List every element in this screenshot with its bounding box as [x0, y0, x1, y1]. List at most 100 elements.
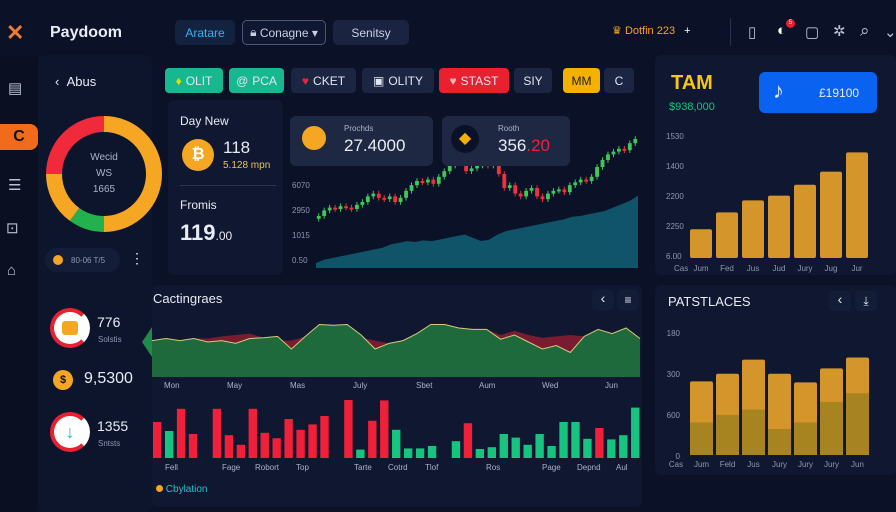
home-icon[interactable]: ⌂ [7, 262, 17, 279]
volume-bar [224, 435, 234, 458]
candle [507, 185, 512, 188]
chip-olity[interactable]: ▣ OLITY [362, 68, 434, 93]
panel-title: Cactingraes [153, 291, 223, 306]
tooltip-value: £19100 [819, 86, 860, 100]
volume-bar [212, 408, 222, 458]
search-icon[interactable]: ⌕ [860, 21, 870, 40]
candle [464, 162, 468, 172]
volume-bar [320, 416, 329, 458]
bar-lower [690, 422, 713, 455]
x-tick: Jud [773, 264, 786, 273]
volume-bar [535, 434, 544, 458]
notification-icon[interactable]: ◐ 5 [777, 19, 795, 39]
menu-icon[interactable]: ≡ [617, 290, 639, 310]
x-tick: Jury [772, 460, 787, 469]
lock-icon: 🔒︎ [250, 25, 257, 39]
bar-lower [742, 409, 765, 455]
volume-bar [619, 435, 628, 458]
candle [475, 165, 479, 169]
volume-bar [403, 448, 413, 458]
y-tick: 300 [667, 370, 681, 379]
token-icon [302, 126, 326, 150]
candle [524, 190, 529, 197]
volume-bar [164, 431, 174, 458]
donut-sub: 1665 [92, 184, 116, 195]
candle [546, 193, 550, 200]
candle [398, 197, 403, 202]
candle [442, 171, 447, 177]
x-tick: Jury [824, 460, 839, 469]
folder-icon[interactable]: ▢ [805, 24, 820, 41]
coin-icon[interactable]: C [0, 124, 38, 150]
candle [600, 160, 605, 167]
gear-icon[interactable]: ✲ [833, 23, 846, 40]
chip-cket[interactable]: ♥ CKET [291, 68, 356, 93]
x-tick: Jur [851, 264, 862, 273]
candle [404, 190, 408, 198]
bar-lower [820, 401, 843, 455]
candle [382, 197, 387, 200]
y-tick: 2950 [292, 206, 310, 215]
more-icon[interactable]: ⋮ [130, 250, 144, 266]
nav-button-1[interactable]: Aratare [175, 20, 235, 45]
fronts-label: Fromis [180, 198, 217, 212]
chip-pca[interactable]: @ PCA [229, 68, 284, 93]
donut-chart [46, 116, 162, 232]
wallet-icon[interactable]: ⊡ [6, 220, 19, 237]
bar [768, 195, 790, 258]
price-card: Prochds 27.4000 [290, 116, 433, 166]
bitcoin-icon: ₿ [182, 139, 214, 171]
candle [627, 143, 632, 151]
green-area [152, 324, 640, 377]
nav-dropdown[interactable]: 🔒︎ Conagne ▾ [242, 20, 326, 45]
chip-label: STAST [460, 73, 499, 88]
chip-olit[interactable]: ♦ OLIT [165, 68, 223, 93]
promo-badge[interactable]: ♛ Dotfin 223 + [612, 24, 691, 37]
at-icon: @ [236, 73, 249, 88]
x-tick: Mas [290, 381, 306, 390]
download-icon[interactable]: ⤓ [855, 291, 877, 311]
back-button[interactable]: ‹ [592, 290, 614, 310]
tooltip: ♪ £19100 [759, 72, 877, 113]
x-tick: Tarte [354, 463, 372, 472]
pill-text: 80-06 T/5 [71, 255, 106, 265]
y-tick: 2250 [666, 222, 684, 231]
status-dot [53, 255, 63, 265]
back-button[interactable]: ‹ Abus [55, 74, 96, 89]
layers-icon[interactable]: ☰ [8, 177, 22, 194]
chip-siy[interactable]: SIY [514, 68, 552, 93]
brand-name: Paydoom [50, 24, 123, 41]
stat-item[interactable]: ↓ [50, 412, 90, 452]
music-note-icon: ♪ [773, 78, 784, 103]
card-title: Day New [180, 114, 229, 128]
volume-bar [511, 437, 520, 458]
x-tick: Jus [747, 264, 759, 273]
chip-label: MM [571, 73, 592, 88]
volume-bar [380, 400, 389, 458]
phone-icon[interactable]: ▯ [748, 24, 757, 41]
x-tick: Robort [255, 463, 280, 472]
candle [502, 174, 507, 188]
bar [820, 171, 842, 258]
calculator-icon[interactable]: ▤ [8, 80, 23, 97]
candle [415, 181, 419, 186]
chip-c[interactable]: C [604, 68, 634, 93]
donut-segment [103, 116, 162, 232]
chip-mm[interactable]: MM [563, 68, 600, 93]
back-button[interactable]: ‹ [829, 291, 851, 311]
plus-icon[interactable]: + [684, 25, 691, 37]
candle [633, 139, 638, 144]
stat-item[interactable] [50, 308, 90, 348]
chip-stast[interactable]: ♥ STAST [439, 68, 509, 93]
volume-bar [523, 444, 532, 458]
status-pill[interactable]: 80-06 T/5 [45, 248, 120, 272]
chevron-down-icon[interactable]: ⌄ [884, 24, 896, 41]
x-tick: Cas [669, 460, 683, 469]
y-tick: 0 [676, 452, 681, 461]
heart-icon: ♥ [301, 73, 310, 88]
y-tick: 6070 [292, 181, 310, 190]
candle [529, 188, 534, 191]
volume-bar [308, 424, 317, 458]
x-tick: Fell [165, 463, 178, 472]
nav-button-3[interactable]: Senitsy [333, 20, 409, 45]
